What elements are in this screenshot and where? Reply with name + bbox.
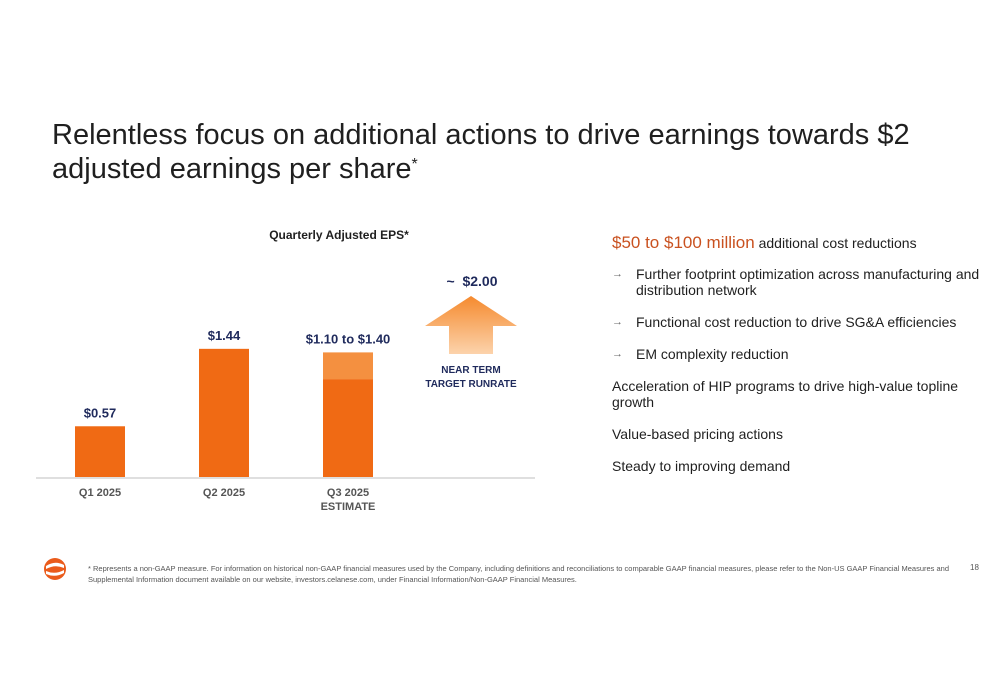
up-arrow-icon [425,296,517,354]
cost-reduction-amount: $50 to $100 million [612,233,755,252]
list-item: → Further footprint optimization across m… [612,266,992,298]
bar-q3-2025 [323,379,373,477]
title-text: Relentless focus on additional actions t… [52,119,910,185]
eps-bar-chart: Quarterly Adjusted EPS* $0.57 Q1 2025 $1.4… [36,228,535,513]
arrow-right-icon: → [612,316,623,328]
data-label: $1.44 [208,328,241,343]
bar-q2-2025 [199,348,249,477]
cost-reduction-headline: $50 to $100 million additional cost redu… [612,232,992,254]
cost-reduction-text: additional cost reductions [758,235,917,251]
data-label: $0.57 [84,405,117,420]
hip-programs-text: Acceleration of HIP programs to drive hi… [612,378,959,410]
cost-actions-list: → Further footprint optimization across m… [612,266,992,362]
target-caption-line1: NEAR TERM [441,365,500,376]
list-item: → EM complexity reduction [612,346,992,362]
bar-q1-2025 [75,426,125,477]
footnote: * Represents a non-GAAP measure. For inf… [88,564,950,584]
page-title: Relentless focus on additional actions t… [52,118,972,186]
x-tick-label: Q2 2025 [203,487,245,499]
data-label: $1.10 to $1.40 [306,331,391,346]
demand-text: Steady to improving demand [612,458,791,474]
bar-range-q3-2025 [323,352,373,380]
list-item-text: Functional cost reduction to drive SG&A … [636,314,957,330]
x-tick-sublabel: ESTIMATE [321,501,376,513]
title-footnote-marker: * [411,156,418,173]
target-arrow-icon [425,296,517,354]
x-tick-label: Q3 2025 [327,487,369,499]
chart-title: Quarterly Adjusted EPS* [269,228,409,242]
list-item-text: Further footprint optimization across ma… [636,266,980,298]
x-tick-label: Q1 2025 [79,487,121,499]
target-caption-line2: TARGET RUNRATE [425,379,517,390]
target-value-label: ~ $2.00 [447,273,498,289]
arrow-right-icon: → [612,268,623,280]
arrow-right-icon: → [612,348,623,360]
list-item-text: EM complexity reduction [636,346,789,362]
pricing-actions-text: Value-based pricing actions [612,426,783,442]
cost-actions-panel: $50 to $100 million additional cost redu… [612,232,992,490]
list-item: → Functional cost reduction to drive SG&A… [612,314,992,330]
celanese-logo-icon [44,558,66,580]
page-number: 18 [970,563,979,572]
